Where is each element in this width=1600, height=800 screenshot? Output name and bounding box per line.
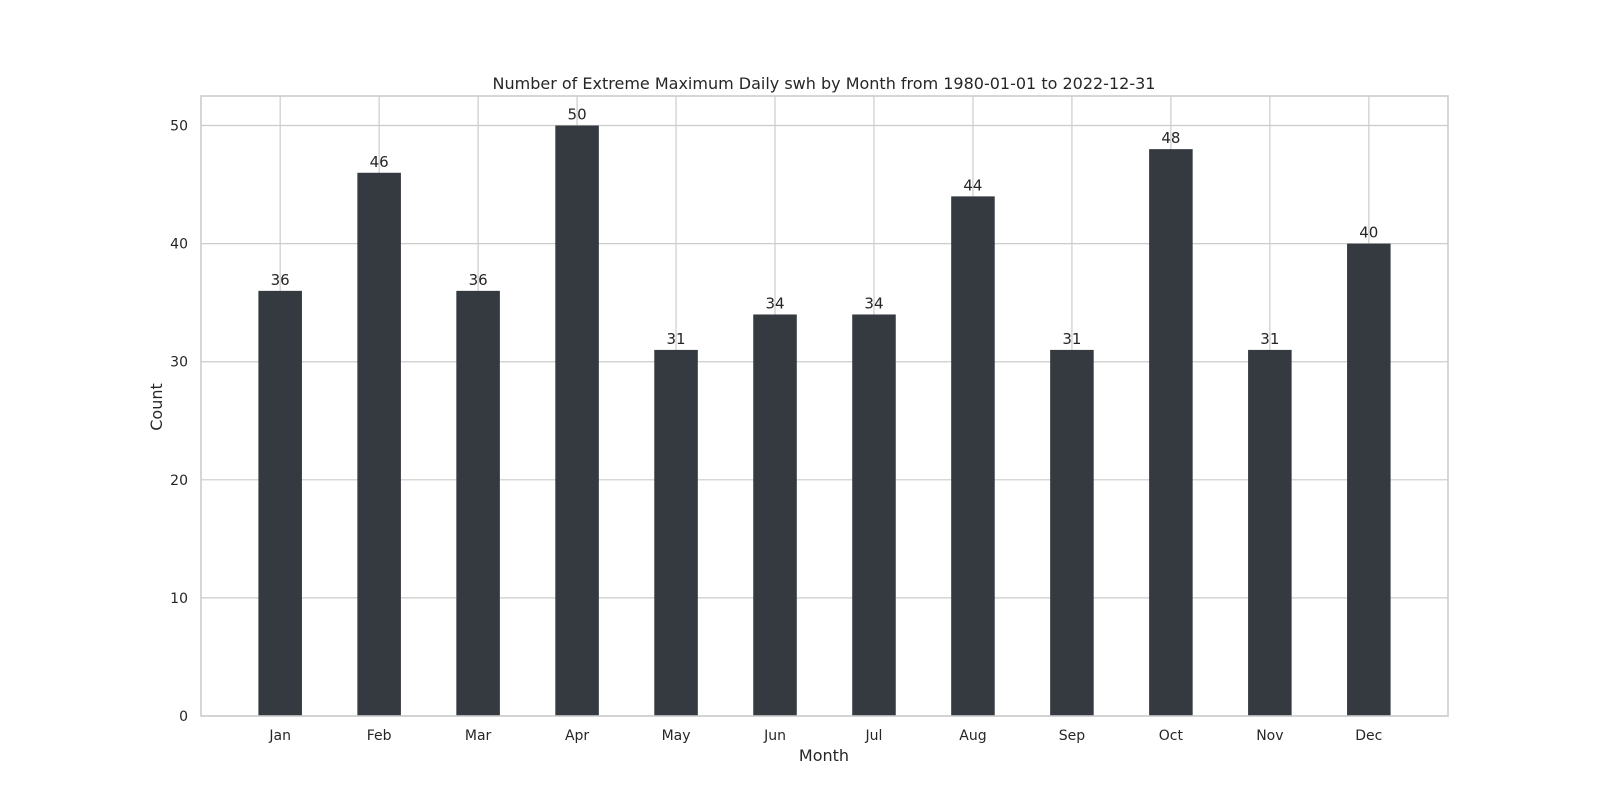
bar-value-label: 44	[963, 176, 982, 194]
bar-jul	[852, 314, 896, 716]
bar-oct	[1149, 149, 1193, 717]
y-tick-label: 10	[170, 591, 188, 607]
bar-jan	[258, 290, 302, 716]
bar-value-label: 36	[469, 271, 488, 289]
x-tick-label: Jun	[763, 728, 786, 744]
x-tick-label: Jul	[865, 728, 883, 744]
bar-mar	[456, 290, 500, 716]
y-tick-label: 40	[170, 237, 188, 253]
bar-jun	[753, 314, 797, 716]
x-tick-label: Jan	[268, 728, 291, 744]
x-tick-label: Aug	[959, 728, 986, 744]
bar-dec	[1347, 243, 1391, 716]
bar-feb	[357, 172, 401, 716]
chart-title: Number of Extreme Maximum Daily swh by M…	[493, 74, 1156, 93]
bar-value-label: 48	[1161, 129, 1180, 147]
x-tick-label: Nov	[1256, 728, 1283, 744]
x-tick-label: Sep	[1059, 728, 1086, 744]
bars	[258, 125, 1391, 717]
bar-value-label: 40	[1359, 224, 1378, 242]
x-tick-label: Apr	[565, 728, 589, 744]
bar-may	[654, 349, 698, 716]
bar-value-label: 31	[1260, 330, 1279, 348]
x-tick-labels: Jan Feb Mar Apr May Jun Jul Aug Sep Oct Nov Dec	[268, 728, 1382, 744]
bar-value-label: 31	[1062, 330, 1081, 348]
y-tick-label: 50	[170, 119, 188, 135]
x-tick-label: Feb	[367, 728, 392, 744]
x-tick-label: Oct	[1159, 728, 1184, 744]
bar-nov	[1248, 349, 1292, 716]
y-tick-label: 20	[170, 473, 188, 489]
x-tick-label: May	[662, 728, 691, 744]
bar-value-label: 34	[765, 294, 784, 312]
plot-frame	[200, 95, 1449, 717]
bar-value-labels: 36 46 36 50 31 34 34 44 31 48 31 40	[271, 106, 1379, 348]
bar-apr	[555, 125, 599, 717]
bar-value-label: 34	[864, 294, 883, 312]
x-tick-label: Mar	[465, 728, 492, 744]
bar-sep	[1050, 349, 1094, 716]
y-tick-labels: 0 10 20 30 40 50	[170, 119, 188, 725]
bar-aug	[951, 196, 995, 716]
bar-value-label: 46	[370, 153, 389, 171]
bar-value-label: 36	[271, 271, 290, 289]
y-axis-label: Count	[147, 383, 166, 431]
x-tick-label: Dec	[1355, 728, 1382, 744]
y-tick-label: 0	[179, 709, 188, 725]
bar-value-label: 50	[568, 106, 587, 124]
y-tick-label: 30	[170, 355, 188, 371]
x-axis-label: Month	[799, 746, 849, 765]
bar-value-label: 31	[667, 330, 686, 348]
